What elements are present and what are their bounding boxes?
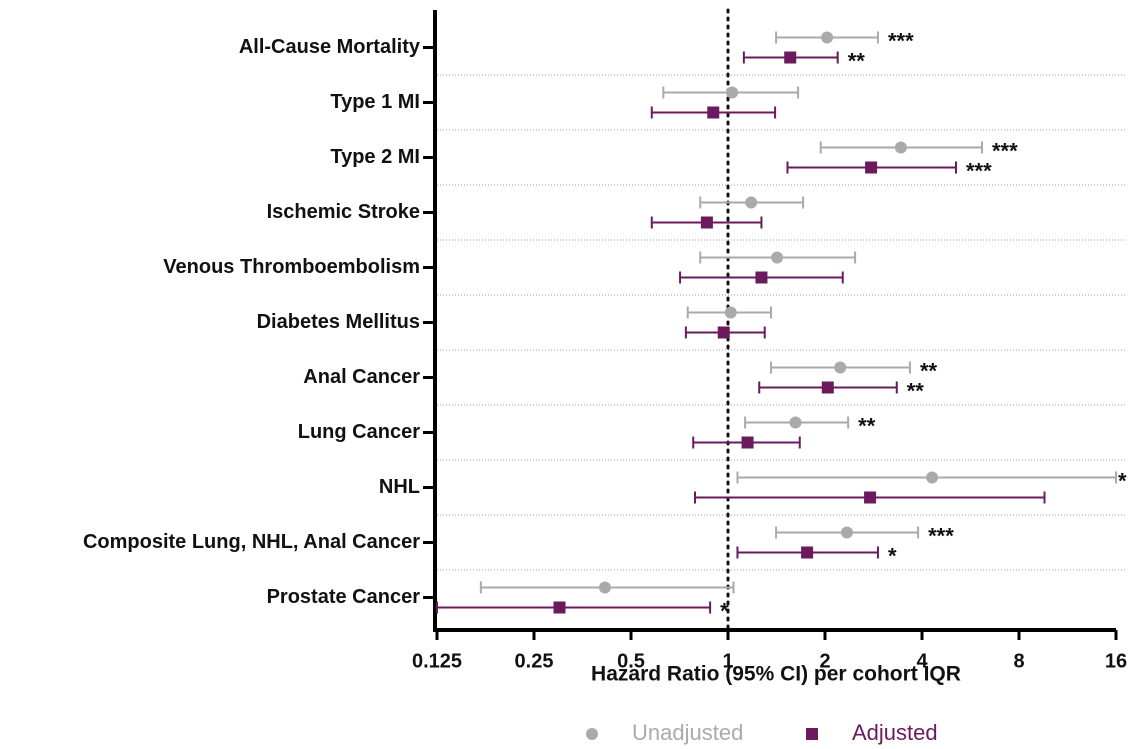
- point: [598, 581, 611, 594]
- significance: **: [858, 413, 876, 438]
- category-label: NHL: [379, 476, 420, 498]
- point: [834, 361, 847, 374]
- point: [894, 141, 907, 154]
- point: [700, 216, 713, 229]
- point: [741, 436, 754, 449]
- category-label: Prostate Cancer: [267, 586, 421, 608]
- category-label: All-Cause Mortality: [239, 36, 421, 58]
- x-axis-title: Hazard Ratio (95% CI) per cohort IQR: [591, 663, 961, 686]
- category-label: Diabetes Mellitus: [257, 311, 420, 333]
- point: [707, 106, 720, 119]
- significance: ***: [966, 158, 992, 183]
- point: [724, 306, 737, 319]
- significance: *: [720, 598, 729, 623]
- category-label: Anal Cancer: [303, 366, 420, 388]
- x-tick-label: 8: [1013, 650, 1024, 672]
- category-label: Venous Thromboembolism: [163, 256, 420, 278]
- significance: *: [1118, 468, 1127, 493]
- x-tick-label: 4: [916, 650, 928, 672]
- significance: **: [848, 48, 866, 73]
- point: [745, 196, 758, 209]
- x-tick-label: 16: [1105, 650, 1127, 672]
- significance: *: [888, 543, 897, 568]
- point: [864, 491, 877, 504]
- legend-marker: [586, 728, 598, 740]
- point: [755, 271, 768, 284]
- significance: **: [920, 358, 938, 383]
- legend-label: Adjusted: [852, 720, 938, 745]
- category-label: Type 1 MI: [330, 91, 420, 113]
- x-tick-label: 0.125: [412, 650, 462, 672]
- point: [726, 86, 739, 99]
- legend-label: Unadjusted: [632, 720, 743, 745]
- significance: ***: [888, 28, 914, 53]
- x-tick-label: 1: [722, 650, 733, 672]
- x-tick-label: 0.5: [617, 650, 645, 672]
- point: [926, 471, 939, 484]
- significance: ***: [928, 523, 954, 548]
- category-label: Lung Cancer: [298, 421, 420, 443]
- legend-marker: [806, 728, 818, 740]
- x-tick-label: 2: [819, 650, 830, 672]
- point: [717, 326, 730, 339]
- significance: **: [907, 378, 925, 403]
- point: [865, 161, 878, 174]
- point: [789, 416, 802, 429]
- point: [840, 526, 853, 539]
- point: [801, 546, 814, 559]
- point: [553, 601, 566, 614]
- point: [821, 31, 834, 44]
- x-tick-label: 0.25: [515, 650, 554, 672]
- category-label: Type 2 MI: [330, 146, 420, 168]
- point: [821, 381, 834, 394]
- point: [771, 251, 784, 264]
- category-label: Composite Lung, NHL, Anal Cancer: [83, 531, 420, 553]
- significance: ***: [992, 138, 1018, 163]
- category-label: Ischemic Stroke: [267, 201, 420, 223]
- point: [784, 51, 797, 64]
